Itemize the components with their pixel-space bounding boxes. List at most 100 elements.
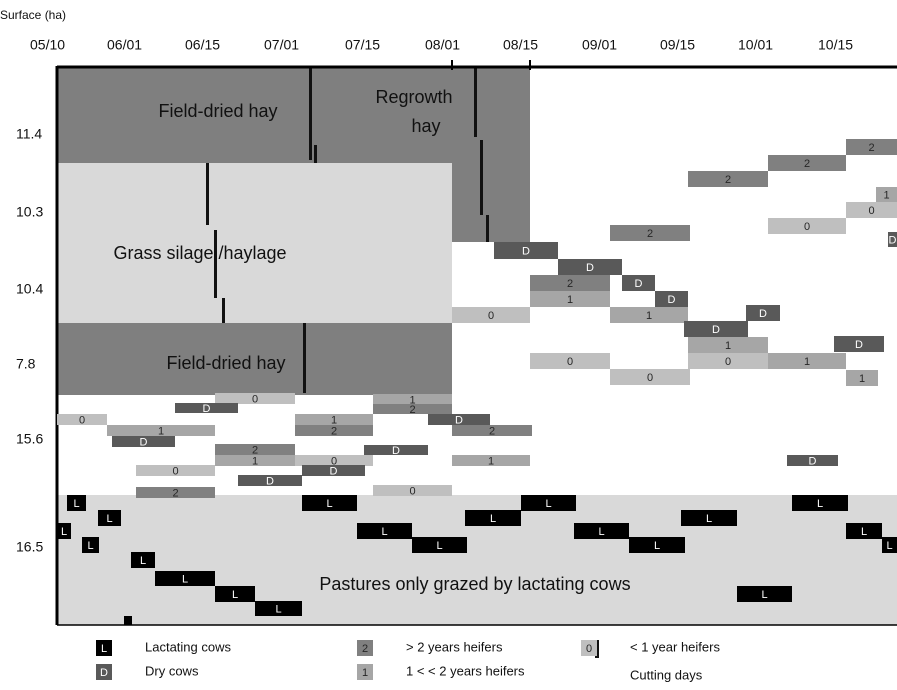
grazing-block [622, 275, 655, 291]
grazing-block [688, 353, 768, 369]
block-label: D [759, 308, 767, 320]
cutting-day [314, 145, 317, 163]
cutting-day [474, 67, 477, 137]
legend-label: Cutting days [630, 667, 703, 682]
y-tick-label: 10.3 [16, 204, 43, 220]
region-label: Grass silage /haylage [113, 243, 286, 263]
block-label: L [61, 526, 67, 538]
block-label: 1 [883, 189, 889, 201]
y-tick-label: 11.4 [16, 126, 42, 142]
hay-region [57, 323, 452, 395]
grazing-block [876, 187, 897, 202]
grazing-block [452, 425, 532, 436]
block-label: 0 [488, 310, 494, 322]
legend-symbol-label: 2 [362, 643, 368, 655]
grazing-block [768, 353, 846, 369]
grazing-block [373, 404, 452, 414]
block-label: D [586, 262, 594, 274]
cutting-day [214, 230, 217, 298]
grazing-block [452, 455, 530, 466]
block-label: 0 [725, 356, 731, 368]
legend-label: Dry cows [145, 663, 199, 678]
grazing-block [357, 523, 412, 539]
x-tick-label: 06/01 [107, 37, 142, 53]
block-label: 0 [79, 414, 85, 426]
cutting-day [480, 140, 483, 215]
legend-symbol-label: 0 [586, 643, 592, 655]
grazing-block [295, 425, 373, 436]
block-label: L [861, 526, 867, 538]
grazing-block [373, 394, 452, 405]
x-tick-label: 07/15 [345, 37, 380, 53]
grazing-block [373, 485, 452, 496]
cutting-day [222, 298, 225, 323]
cutting-day [206, 163, 209, 225]
region-label: Regrowth [375, 87, 452, 107]
block-label: 1 [409, 394, 415, 406]
grazing-block [882, 537, 897, 553]
grazing-block [238, 475, 302, 486]
block-label: 2 [172, 487, 178, 499]
block-label: L [761, 589, 767, 601]
grazing-block [465, 510, 521, 526]
hay-region [57, 67, 530, 163]
x-tick-label: 08/01 [425, 37, 460, 53]
x-tick-label: 05/10 [30, 37, 65, 53]
region-label: hay [411, 116, 440, 136]
cutting-day [303, 323, 306, 393]
block-label: D [809, 455, 817, 467]
grazing-block [530, 291, 610, 307]
grazing-block [215, 455, 295, 466]
grazing-block [131, 552, 155, 568]
grazing-block [521, 495, 576, 511]
y-tick-label: 7.8 [16, 356, 36, 372]
region-label: Field-dried hay [166, 353, 285, 373]
block-label: L [106, 513, 112, 525]
block-label: 0 [804, 221, 810, 233]
grazing-block [302, 465, 365, 476]
grazing-block [215, 586, 255, 602]
block-label: 1 [725, 340, 731, 352]
grazing-block [67, 495, 86, 511]
block-label: L [182, 573, 188, 585]
grazing-block [295, 414, 373, 425]
grazing-block [846, 370, 878, 386]
block-label: 0 [252, 393, 258, 405]
block-label: 0 [647, 372, 653, 384]
grazing-block [688, 171, 768, 187]
grazing-block [136, 465, 215, 476]
block-label: L [381, 526, 387, 538]
grazing-block [610, 369, 690, 385]
grazing-block [834, 336, 884, 352]
block-label: 2 [409, 404, 415, 416]
x-tick-label: 07/01 [264, 37, 299, 53]
legend-symbol [581, 640, 597, 656]
block-label: 1 [567, 294, 573, 306]
block-label: 0 [567, 356, 573, 368]
grazing-block [428, 414, 490, 425]
legend-label: 1 < < 2 years heifers [406, 663, 525, 678]
grazing-block [175, 403, 238, 413]
block-label: L [706, 513, 712, 525]
block-label: 2 [868, 142, 874, 154]
grazing-block [684, 321, 748, 337]
x-tick-label: 09/01 [582, 37, 617, 53]
block-label: 0 [409, 485, 415, 497]
x-tick-label: 10/15 [818, 37, 853, 53]
x-tick-label: 06/15 [185, 37, 220, 53]
block-label: 2 [804, 158, 810, 170]
grazing-block [82, 537, 99, 553]
x-tick-label: 10/01 [738, 37, 773, 53]
grazing-block [629, 537, 685, 553]
block-label: 1 [158, 425, 164, 437]
grazing-block [681, 510, 737, 526]
grazing-block [792, 495, 848, 511]
block-label: 1 [804, 356, 810, 368]
block-label: L [140, 555, 146, 567]
legend-symbol [357, 640, 373, 656]
grazing-block [655, 291, 688, 307]
grazing-block [98, 510, 121, 526]
grazing-block [888, 232, 897, 247]
legend-label: Lactating cows [145, 639, 231, 654]
